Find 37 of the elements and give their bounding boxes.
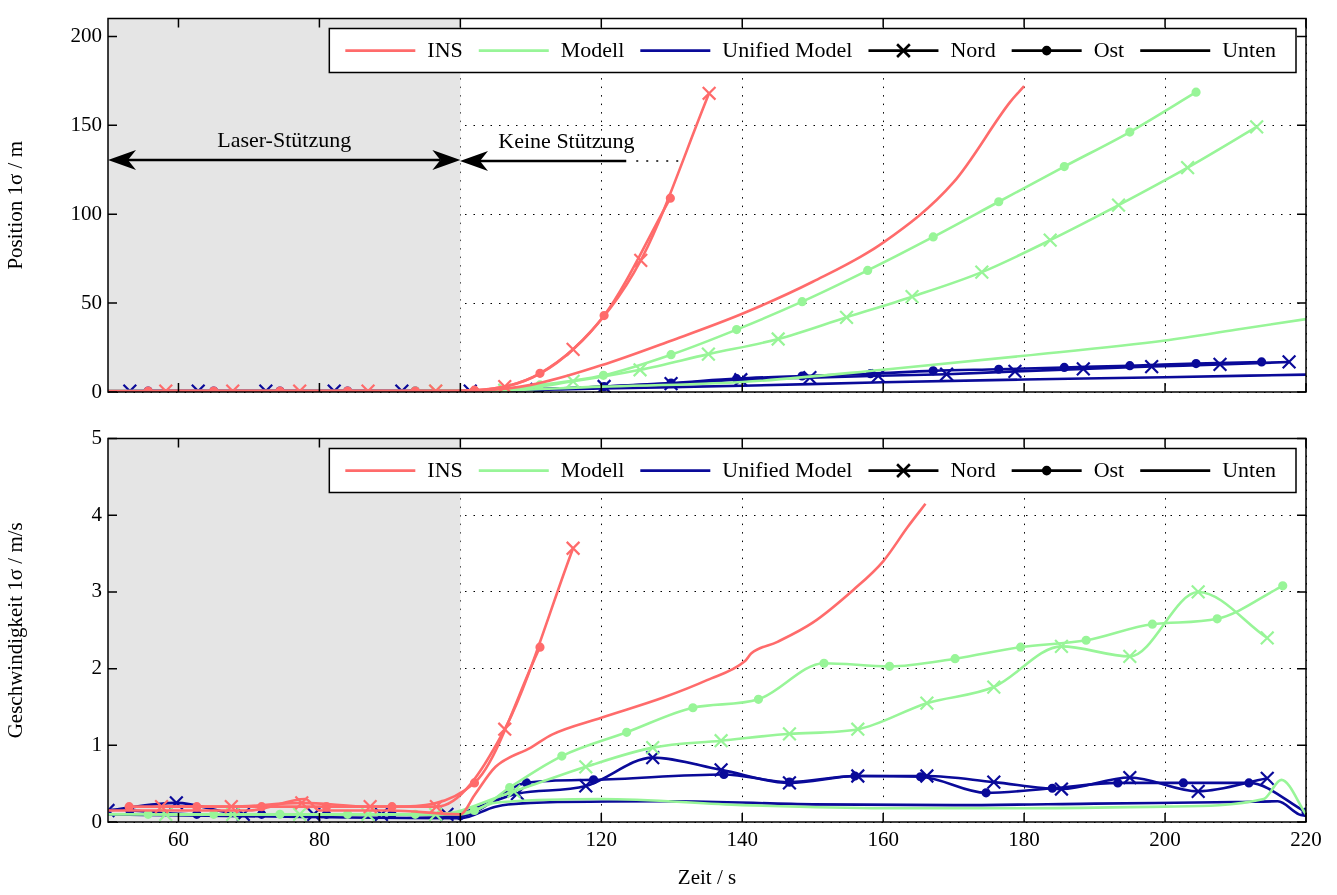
y-tick-label: 0 <box>91 808 102 833</box>
legend-label: INS <box>427 37 463 63</box>
legend-label: Ost <box>1093 457 1125 483</box>
y-tick-label: 50 <box>81 289 102 314</box>
legend-label: Nord <box>950 37 996 63</box>
legend-label: Unified Model <box>722 37 853 63</box>
y-tick-label: 0 <box>91 378 102 403</box>
legend-label: Modell <box>560 37 625 63</box>
x-tick-label: 220 <box>1290 827 1322 852</box>
legend-label: Ost <box>1093 37 1125 63</box>
y-tick-label: 100 <box>70 200 102 225</box>
x-tick-label: 120 <box>585 827 618 852</box>
x-tick-label: 100 <box>444 827 477 852</box>
x-tick-label: 200 <box>1149 827 1181 852</box>
legend-label: Unten <box>1222 457 1276 483</box>
annotation: Keine Stützung <box>498 127 635 153</box>
y-tick-label: 4 <box>91 501 103 526</box>
x-tick-label: 80 <box>308 827 330 852</box>
x-tick-label: 60 <box>167 827 189 852</box>
y-tick-label: 1 <box>91 731 102 756</box>
y-tick-label: 5 <box>91 425 102 450</box>
legend-label: Modell <box>560 457 625 483</box>
y-axis-title: Geschwindigkeit 1σ / m/s <box>3 522 28 739</box>
y-tick-label: 150 <box>70 111 102 136</box>
y-axis-title: Position 1σ / m <box>3 141 28 270</box>
y-tick-label: 200 <box>70 22 102 47</box>
legend-label: Unten <box>1222 37 1276 63</box>
y-tick-label: 2 <box>91 655 102 680</box>
x-tick-label: 180 <box>1008 827 1040 852</box>
x-tick-label: 140 <box>726 827 758 852</box>
legend-label: Nord <box>950 457 996 483</box>
band-label: Laser-Stützung <box>217 127 352 153</box>
legend-label: INS <box>427 457 463 483</box>
x-axis-title: Zeit / s <box>677 864 737 889</box>
y-tick-label: 3 <box>91 578 102 603</box>
x-tick-label: 160 <box>867 827 899 852</box>
legend-label: Unified Model <box>722 457 853 483</box>
